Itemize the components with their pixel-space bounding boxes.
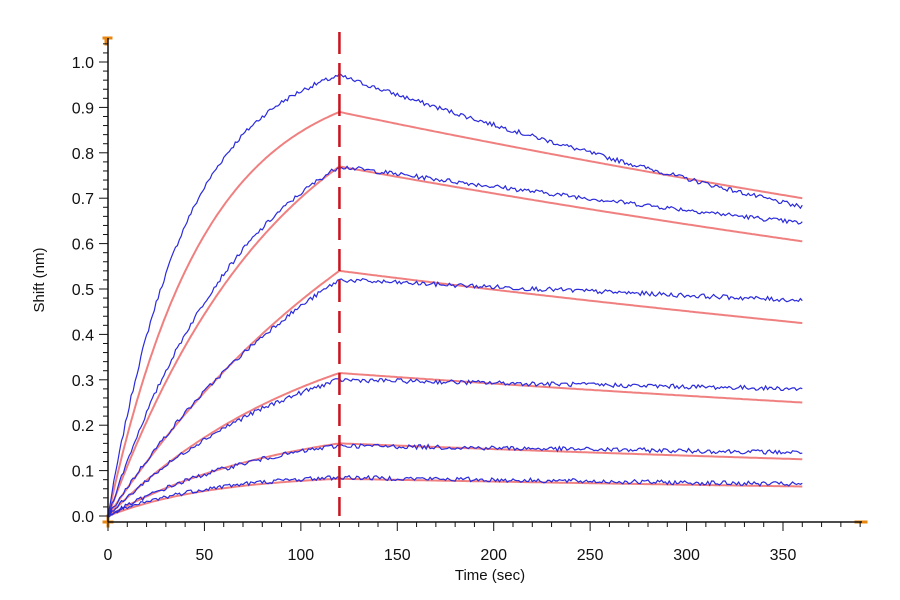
y-axis-tick-labels: 0.0 0.1 0.2 0.3 0.4 0.5 0.6 0.7 0.8 0.9 1.0 (72, 55, 94, 526)
measured-curve (107, 377, 803, 518)
fit-curve (107, 442, 803, 517)
measured-curves (107, 72, 803, 518)
y-tick-label: 1.0 (72, 55, 94, 72)
x-tick-label: 350 (770, 547, 797, 564)
y-tick-label: 0.1 (72, 464, 94, 481)
y-tick-label: 0.7 (72, 191, 94, 208)
x-axis-tick-labels: 0 50 100 150 200 250 300 350 (104, 547, 797, 564)
y-tick-label: 0.8 (72, 146, 94, 163)
axes (99, 38, 862, 531)
measured-curve (107, 278, 803, 516)
y-tick-label: 0.9 (72, 100, 94, 117)
x-axis-title: Time (sec) (455, 567, 525, 584)
x-tick-label: 0 (104, 547, 113, 564)
fit-curves (107, 110, 803, 517)
measured-curve (107, 474, 803, 518)
y-tick-label: 0.4 (72, 327, 94, 344)
measured-curve (107, 443, 803, 517)
x-tick-label: 100 (288, 547, 315, 564)
y-axis-title: Shift (nm) (31, 247, 48, 312)
fit-curve (107, 371, 803, 517)
x-tick-label: 250 (577, 547, 604, 564)
y-tick-label: 0.5 (72, 282, 94, 299)
fit-curve (107, 269, 803, 517)
x-tick-label: 300 (673, 547, 700, 564)
y-tick-label: 0.6 (72, 237, 94, 254)
x-tick-label: 200 (480, 547, 507, 564)
fit-curve (107, 477, 803, 517)
x-tick-label: 150 (384, 547, 411, 564)
y-tick-label: 0.0 (72, 509, 94, 526)
y-tick-label: 0.3 (72, 373, 94, 390)
measured-curve (107, 165, 803, 517)
x-tick-label: 50 (196, 547, 214, 564)
measured-curve (107, 72, 803, 516)
fit-curve (107, 165, 803, 517)
y-tick-label: 0.2 (72, 418, 94, 435)
